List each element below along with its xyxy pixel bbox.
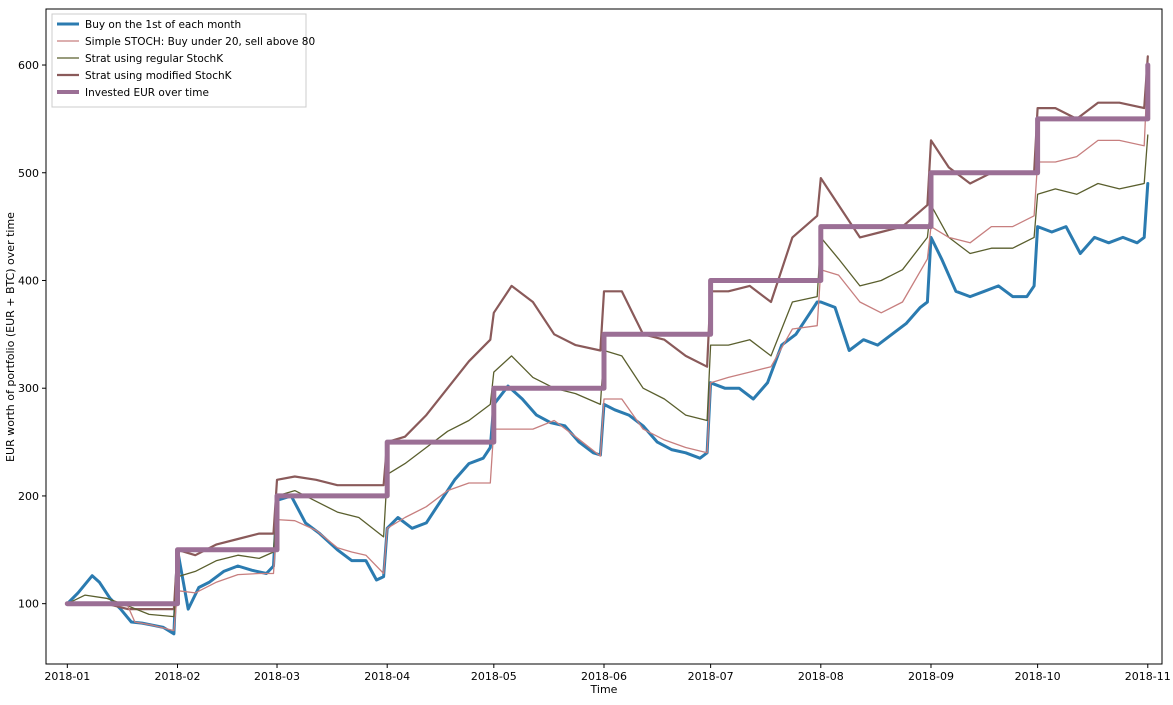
x-tick-label: 2018-02	[155, 670, 201, 683]
y-tick-label: 200	[18, 490, 39, 503]
x-tick-label: 2018-07	[688, 670, 734, 683]
series-line-1	[66, 64, 1149, 632]
x-tick-label: 2018-01	[44, 670, 90, 683]
x-tick-label: 2018-11	[1125, 670, 1171, 683]
x-tick-label: 2018-10	[1015, 670, 1061, 683]
legend-label: Invested EUR over time	[85, 87, 209, 99]
y-tick-label: 100	[18, 598, 39, 611]
x-tick-label: 2018-05	[471, 670, 517, 683]
x-tick-label: 2018-03	[254, 670, 300, 683]
legend-label: Strat using modified StochK	[85, 70, 233, 82]
x-tick-label: 2018-09	[908, 670, 954, 683]
y-axis: 100 200 300 400 500 600	[18, 59, 46, 611]
legend-frame	[51, 13, 307, 108]
series-line-3	[66, 55, 1149, 611]
y-tick-label: 300	[18, 382, 39, 395]
x-tick-label: 2018-04	[364, 670, 410, 683]
y-axis-label: EUR worth of portfolio (EUR + BTC) over …	[4, 212, 17, 462]
series-layer	[64, 55, 1151, 636]
legend: Buy on the 1st of each month Simple STOCH…	[51, 13, 315, 108]
legend-label: Simple STOCH: Buy under 20, sell above 8…	[85, 36, 315, 48]
y-tick-label: 600	[18, 59, 39, 72]
y-tick-label: 400	[18, 274, 39, 287]
legend-label: Strat using regular StochK	[85, 53, 224, 65]
legend-label: Buy on the 1st of each month	[85, 19, 241, 31]
x-tick-label: 2018-06	[581, 670, 627, 683]
x-tick-label: 2018-08	[798, 670, 844, 683]
x-axis: 2018-01 2018-02 2018-03 2018-04 2018-05 2018-…	[44, 664, 1171, 683]
y-tick-label: 500	[18, 167, 39, 180]
x-axis-label: Time	[590, 683, 618, 696]
series-line-4	[64, 62, 1151, 607]
